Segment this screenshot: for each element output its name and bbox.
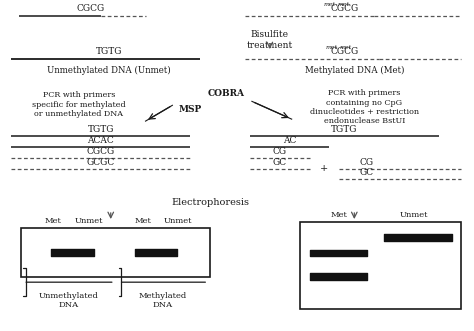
Text: Met: Met [134,217,151,225]
Text: CGCG: CGCG [77,4,105,14]
Text: CG: CG [273,147,287,156]
Text: Unmethylated
DNA: Unmethylated DNA [39,292,99,309]
Text: Met: Met [45,217,62,225]
Text: met: met [337,2,349,8]
Text: PCR with primers
containing no CpG
dinucleotides + restriction
endonuclease BstU: PCR with primers containing no CpG dinuc… [310,89,419,125]
Text: GC: GC [359,168,374,177]
Text: Methylated
DNA: Methylated DNA [138,292,187,309]
Text: GC: GC [273,158,287,166]
Text: Unmet: Unmet [164,217,192,225]
Text: Bisulfite
treatment: Bisulfite treatment [246,30,293,50]
Text: met: met [339,45,351,50]
Text: TGTG: TGTG [95,47,122,56]
Text: GCGC: GCGC [87,158,115,166]
Text: Unmethylated DNA (Unmet): Unmethylated DNA (Unmet) [47,66,171,75]
Text: CG: CG [359,158,374,166]
Text: CGCG: CGCG [87,147,115,156]
Text: CGCG: CGCG [330,47,358,56]
Text: +: + [320,164,328,173]
Text: MSP: MSP [178,105,201,114]
Text: TGTG: TGTG [88,125,114,134]
Bar [300,222,461,309]
Bar [21,228,210,277]
Text: COBRA: COBRA [208,89,245,99]
Text: ACAC: ACAC [87,136,114,145]
Text: met: met [325,45,337,50]
Text: AC: AC [283,136,296,145]
Text: Electrophoresis: Electrophoresis [171,198,249,207]
Text: Unmet: Unmet [400,211,428,219]
Text: Met: Met [331,211,348,219]
Text: TGTG: TGTG [331,125,357,134]
Text: CGCG: CGCG [330,4,358,14]
Text: met: met [323,2,336,8]
Text: Unmet: Unmet [74,217,103,225]
Text: PCR with primers
specific for methylated
or unmethylated DNA: PCR with primers specific for methylated… [32,91,126,118]
Text: Methylated DNA (Met): Methylated DNA (Met) [305,66,404,75]
